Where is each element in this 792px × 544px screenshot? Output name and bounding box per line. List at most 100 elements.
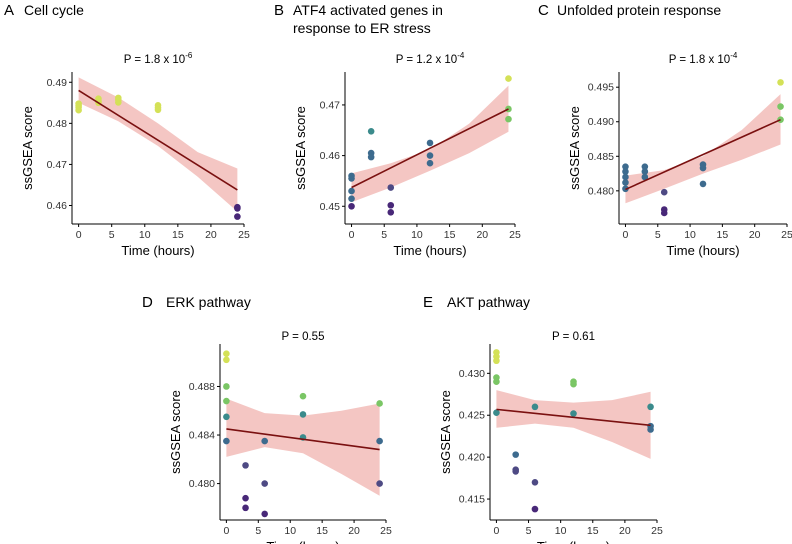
confidence-band xyxy=(226,398,380,496)
x-axis-label: Time (hours) xyxy=(666,243,739,258)
x-tick-label: 20 xyxy=(348,525,360,537)
panel-letter: B xyxy=(274,2,284,19)
panel-letter: A xyxy=(4,2,14,19)
x-tick-label: 10 xyxy=(139,229,151,241)
data-point xyxy=(376,480,383,487)
data-point xyxy=(234,205,241,212)
panel-title: ERK pathway xyxy=(166,294,251,310)
regression-line xyxy=(351,108,509,189)
panel-b: B ATF4 activated genes in response to ER s… xyxy=(274,2,521,258)
data-point xyxy=(387,209,395,216)
data-point xyxy=(777,79,784,86)
panel-e: E AKT pathway P = 0.61 0 5 10 15 20 25 0.415 0.420… xyxy=(423,294,663,544)
data-point xyxy=(223,356,230,364)
x-tick-label: 0 xyxy=(223,525,229,537)
data-point xyxy=(299,411,307,418)
data-point xyxy=(505,75,512,82)
data-point xyxy=(622,168,629,175)
data-point xyxy=(261,510,268,518)
x-axis-label: Time (hours) xyxy=(266,539,339,544)
plot-area xyxy=(348,75,512,216)
x-tick-label: 15 xyxy=(444,229,456,241)
panel-title: Cell cycle xyxy=(24,2,84,18)
y-tick-label: 0.430 xyxy=(459,368,485,380)
x-tick-label: 10 xyxy=(555,525,567,537)
x-tick-label: 5 xyxy=(526,525,532,537)
y-tick-label: 0.46 xyxy=(47,200,68,212)
data-point xyxy=(531,403,539,411)
x-tick-label: 20 xyxy=(476,229,488,241)
data-point xyxy=(376,400,383,407)
plot-area xyxy=(622,79,784,217)
data-point xyxy=(426,159,434,167)
x-tick-label: 10 xyxy=(284,525,296,537)
data-point xyxy=(387,184,395,191)
x-tick-label: 5 xyxy=(381,229,387,241)
data-point xyxy=(622,173,629,181)
x-tick-label: 5 xyxy=(109,229,115,241)
x-tick-label: 25 xyxy=(781,229,792,241)
data-point xyxy=(348,187,355,195)
data-point xyxy=(493,409,500,417)
x-tick-label: 25 xyxy=(238,229,250,241)
panel-letter: C xyxy=(538,2,549,19)
data-point xyxy=(348,202,355,210)
y-axis-label: ssGSEA score xyxy=(20,106,35,190)
regression-line xyxy=(78,89,238,191)
plot-area xyxy=(75,77,241,220)
y-tick-label: 0.425 xyxy=(459,410,485,422)
data-point xyxy=(223,383,230,390)
confidence-band xyxy=(625,94,781,204)
data-point xyxy=(641,173,649,181)
p-value-base: P = 0.61 xyxy=(552,331,595,343)
data-point xyxy=(426,139,434,147)
panel-letter: E xyxy=(423,294,433,311)
p-value-base: P = 0.55 xyxy=(282,331,325,343)
data-point xyxy=(223,413,230,421)
data-point xyxy=(261,437,268,445)
y-tick-label: 0.415 xyxy=(459,494,485,506)
data-point xyxy=(699,164,707,172)
p-value-exponent: -4 xyxy=(730,51,738,60)
x-axis-label: Time (hours) xyxy=(393,243,466,258)
p-value: P = 0.55 xyxy=(282,331,325,343)
x-axis-label: Time (hours) xyxy=(537,539,610,544)
data-point xyxy=(387,201,395,209)
data-point xyxy=(777,103,784,110)
x-tick-label: 10 xyxy=(411,229,423,241)
data-point xyxy=(234,213,241,220)
data-point xyxy=(376,437,383,445)
x-tick-label: 0 xyxy=(349,229,355,241)
x-tick-label: 15 xyxy=(172,229,184,241)
y-tick-label: 0.48 xyxy=(47,118,68,130)
panel-letter: D xyxy=(142,294,153,311)
data-point xyxy=(647,403,654,411)
data-point xyxy=(242,462,249,469)
y-tick-label: 0.49 xyxy=(47,77,68,89)
p-value-exponent: -6 xyxy=(185,51,193,60)
x-tick-label: 15 xyxy=(717,229,729,241)
x-tick-label: 25 xyxy=(380,525,392,537)
data-point xyxy=(348,175,355,182)
data-point xyxy=(570,380,577,388)
y-axis-label: ssGSEA score xyxy=(293,106,308,190)
data-point xyxy=(660,188,668,196)
y-tick-label: 0.420 xyxy=(459,452,485,464)
p-value-base: P = 1.8 x 10 xyxy=(124,54,186,66)
data-point xyxy=(348,195,355,202)
panel-title: Unfolded protein response xyxy=(557,2,721,18)
data-point xyxy=(622,179,629,186)
panel-a: A Cell cycle P = 1.8 x 10-6 0 5 10 15 20 25 0.46 0… xyxy=(4,2,250,258)
panel-d: D ERK pathway P = 0.55 0 5 10 15 20 25 0.480 0.484… xyxy=(142,294,392,544)
p-value-base: P = 1.8 x 10 xyxy=(669,54,731,66)
data-point xyxy=(660,209,668,217)
panel-title: response to ER stress xyxy=(293,20,431,36)
data-point xyxy=(531,505,539,513)
y-tick-label: 0.495 xyxy=(588,82,614,94)
x-tick-label: 20 xyxy=(619,525,631,537)
x-tick-label: 25 xyxy=(509,229,521,241)
data-point xyxy=(641,168,649,175)
regression-line xyxy=(496,408,651,427)
x-tick-label: 25 xyxy=(651,525,663,537)
